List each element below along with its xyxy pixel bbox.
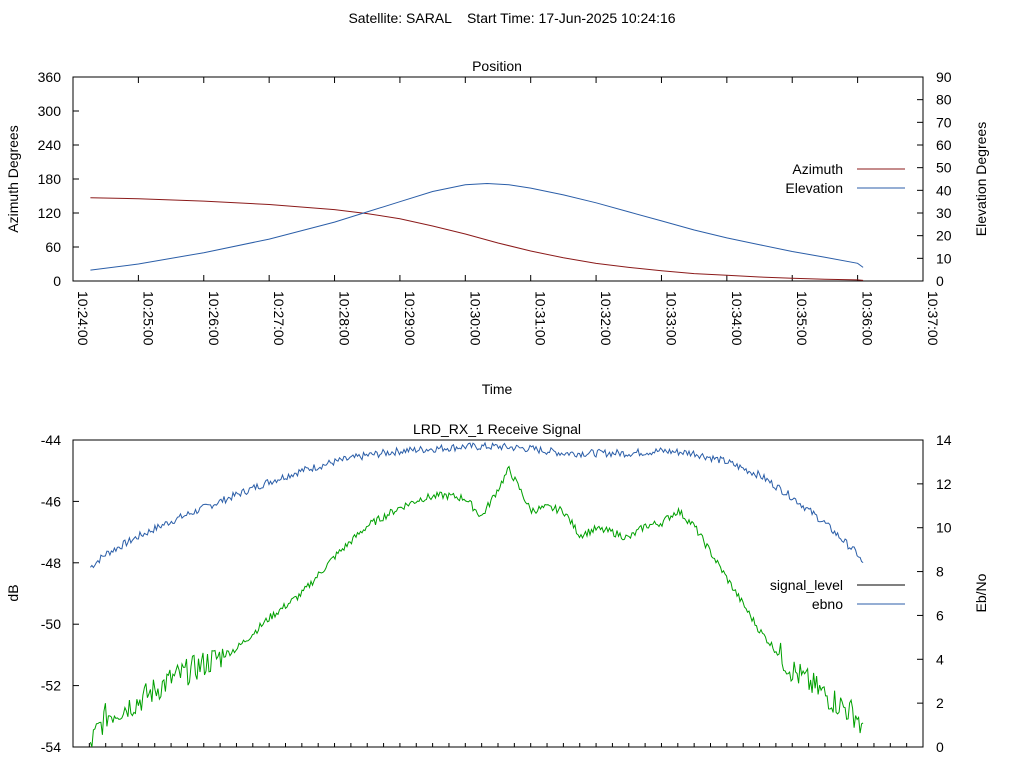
time-axis: 10:24:00 10:25:00 10:26:00 10:27:00 10:28:00… bbox=[72, 77, 941, 346]
ebno-tick-label: 8 bbox=[936, 564, 944, 580]
time-tick-label: 10:33:00 bbox=[663, 291, 679, 346]
db-tick-label: -46 bbox=[41, 493, 61, 509]
green-signal-line bbox=[89, 465, 864, 748]
ebno-tick-label: 10 bbox=[936, 520, 952, 536]
position-series bbox=[90, 182, 864, 281]
time-ticks bbox=[88, 743, 908, 747]
ebno-line bbox=[90, 441, 864, 569]
ebno-axis: 0 2 4 6 8 10 12 14 bbox=[917, 432, 952, 755]
azimuth-tick-label: 180 bbox=[38, 171, 62, 187]
elevation-tick-label: 70 bbox=[936, 114, 952, 130]
db-tick-label: -50 bbox=[41, 616, 61, 632]
time-tick-label: 10:30:00 bbox=[467, 291, 483, 346]
elevation-tick-label: 50 bbox=[936, 160, 952, 176]
time-tick-label: 10:25:00 bbox=[140, 291, 156, 346]
position-chart-title: Position bbox=[472, 58, 522, 74]
db-axis: -54 -52 -50 -48 -46 -44 bbox=[41, 432, 79, 755]
receive-signal-chart-title: LRD_RX_1 Receive Signal bbox=[413, 421, 581, 437]
elevation-axis-label: Elevation Degrees bbox=[973, 122, 989, 236]
time-tick-label: 10:24:00 bbox=[75, 291, 91, 346]
ebno-tick-label: 12 bbox=[936, 476, 952, 492]
elevation-tick-label: 30 bbox=[936, 205, 952, 221]
receive-signal-plot-frame bbox=[72, 439, 924, 748]
legend-label-ebno: ebno bbox=[812, 596, 843, 612]
db-axis-label: dB bbox=[5, 584, 21, 601]
azimuth-tick-label: 0 bbox=[53, 273, 61, 289]
elevation-tick-label: 90 bbox=[936, 69, 952, 85]
time-tick-label: 10:31:00 bbox=[533, 291, 549, 346]
receive-signal-series bbox=[89, 441, 864, 748]
azimuth-tick-label: 120 bbox=[38, 205, 62, 221]
time-tick-label: 10:26:00 bbox=[206, 291, 222, 346]
ebno-tick-label: 0 bbox=[936, 739, 944, 755]
azimuth-tick-label: 360 bbox=[38, 69, 62, 85]
azimuth-line bbox=[90, 197, 864, 281]
azimuth-tick-label: 60 bbox=[45, 239, 61, 255]
ebno-axis-label: Eb/No bbox=[973, 573, 989, 612]
time-tick-label: 10:34:00 bbox=[729, 291, 745, 346]
elevation-tick-label: 40 bbox=[936, 182, 952, 198]
elevation-axis: 0 10 20 30 40 50 60 70 80 90 bbox=[917, 69, 952, 289]
elevation-tick-label: 20 bbox=[936, 228, 952, 244]
elevation-tick-label: 10 bbox=[936, 250, 952, 266]
elevation-tick-label: 60 bbox=[936, 137, 952, 153]
legend-label-signal-level: signal_level bbox=[770, 577, 843, 593]
receive-signal-legend: signal_level ebno bbox=[770, 577, 905, 612]
ebno-tick-label: 14 bbox=[936, 432, 952, 448]
azimuth-axis: 0 60 120 180 240 300 360 bbox=[38, 69, 79, 289]
time-tick-label: 10:27:00 bbox=[271, 291, 287, 346]
position-legend: Azimuth Elevation bbox=[785, 161, 905, 196]
azimuth-tick-label: 300 bbox=[38, 103, 62, 119]
receive-signal-chart: LRD_RX_1 Receive Signal -54-52-50-48-46-… bbox=[5, 421, 989, 755]
db-tick-label: -44 bbox=[41, 432, 61, 448]
db-tick-label: -52 bbox=[41, 678, 61, 694]
legend-label-azimuth: Azimuth bbox=[792, 161, 843, 177]
time-axis-label: Time bbox=[482, 381, 513, 397]
azimuth-tick-label: 240 bbox=[38, 137, 62, 153]
time-tick-label: 10:37:00 bbox=[925, 291, 941, 346]
time-tick-label: 10:35:00 bbox=[794, 291, 810, 346]
time-tick-label: 10:28:00 bbox=[337, 291, 353, 346]
legend-label-elevation: Elevation bbox=[785, 180, 843, 196]
ebno-tick-label: 6 bbox=[936, 607, 944, 623]
time-tick-label: 10:29:00 bbox=[402, 291, 418, 346]
azimuth-axis-label: Azimuth Degrees bbox=[5, 125, 21, 232]
db-tick-label: -54 bbox=[41, 739, 61, 755]
elevation-tick-label: 80 bbox=[936, 92, 952, 108]
db-tick-label: -48 bbox=[41, 555, 61, 571]
elevation-line bbox=[90, 182, 864, 271]
position-chart: Position 0 60 120 180 240 300 360 0 10 20 30 40 50 6… bbox=[5, 58, 989, 397]
figure-header: Satellite: SARAL Start Time: 17-Jun-2025… bbox=[348, 10, 675, 26]
position-plot-frame bbox=[72, 76, 924, 282]
elevation-tick-label: 0 bbox=[936, 273, 944, 289]
ebno-tick-label: 4 bbox=[936, 651, 944, 667]
time-tick-label: 10:32:00 bbox=[598, 291, 614, 346]
ebno-tick-label: 2 bbox=[936, 695, 944, 711]
time-tick-label: 10:36:00 bbox=[860, 291, 876, 346]
